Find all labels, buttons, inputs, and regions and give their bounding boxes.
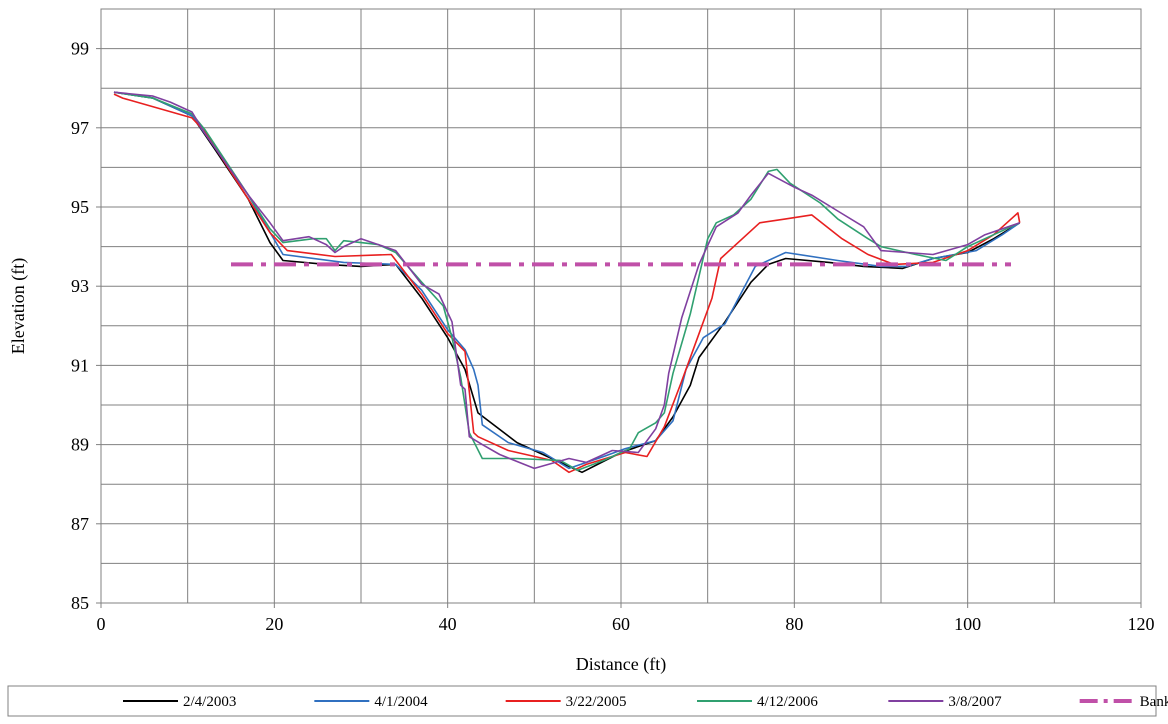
x-tick-label: 40: [439, 614, 457, 634]
legend-label-3: 4/12/2006: [757, 694, 818, 710]
y-tick-label: 87: [71, 514, 89, 534]
y-axis-title: Elevation (ft): [8, 258, 29, 354]
series-line-4: [113, 91, 1020, 470]
series-line-2: [113, 93, 1021, 474]
legend-box: [7, 685, 1157, 717]
y-tick-label: 97: [71, 118, 89, 138]
y-tick-label: 93: [71, 276, 89, 296]
y-tick-label: 89: [71, 435, 89, 455]
y-tick-label: 91: [71, 355, 89, 375]
series-line-3: [113, 91, 1021, 472]
x-tick-label: 80: [785, 614, 803, 634]
legend-label-2: 3/22/2005: [566, 694, 627, 710]
legend-label-4: 3/8/2007: [948, 694, 1002, 710]
x-tick-label: 60: [612, 614, 630, 634]
legend-label-0: 2/4/2003: [183, 694, 236, 710]
y-tick-label: 95: [71, 197, 89, 217]
x-tick-label: 0: [97, 614, 106, 634]
x-tick-label: 100: [954, 614, 981, 634]
legend-label-1: 4/1/2004: [374, 694, 428, 710]
legend: 2/4/2003 4/1/2004 3/22/2005 4/12/2006 3/8/20…: [7, 685, 1168, 717]
series-layer: [113, 91, 1021, 474]
y-tick-label: 85: [71, 593, 89, 613]
x-axis-title: Distance (ft): [576, 654, 666, 675]
x-axis-ticks: 0 20 40 60 80 100 120: [97, 603, 1155, 634]
legend-label-5: Bankfull: [1140, 694, 1168, 710]
y-axis-ticks: 85 87 89 91 93 95 97 99: [71, 39, 101, 613]
x-tick-label: 120: [1128, 614, 1155, 634]
x-tick-label: 20: [265, 614, 283, 634]
y-tick-label: 99: [71, 39, 89, 59]
